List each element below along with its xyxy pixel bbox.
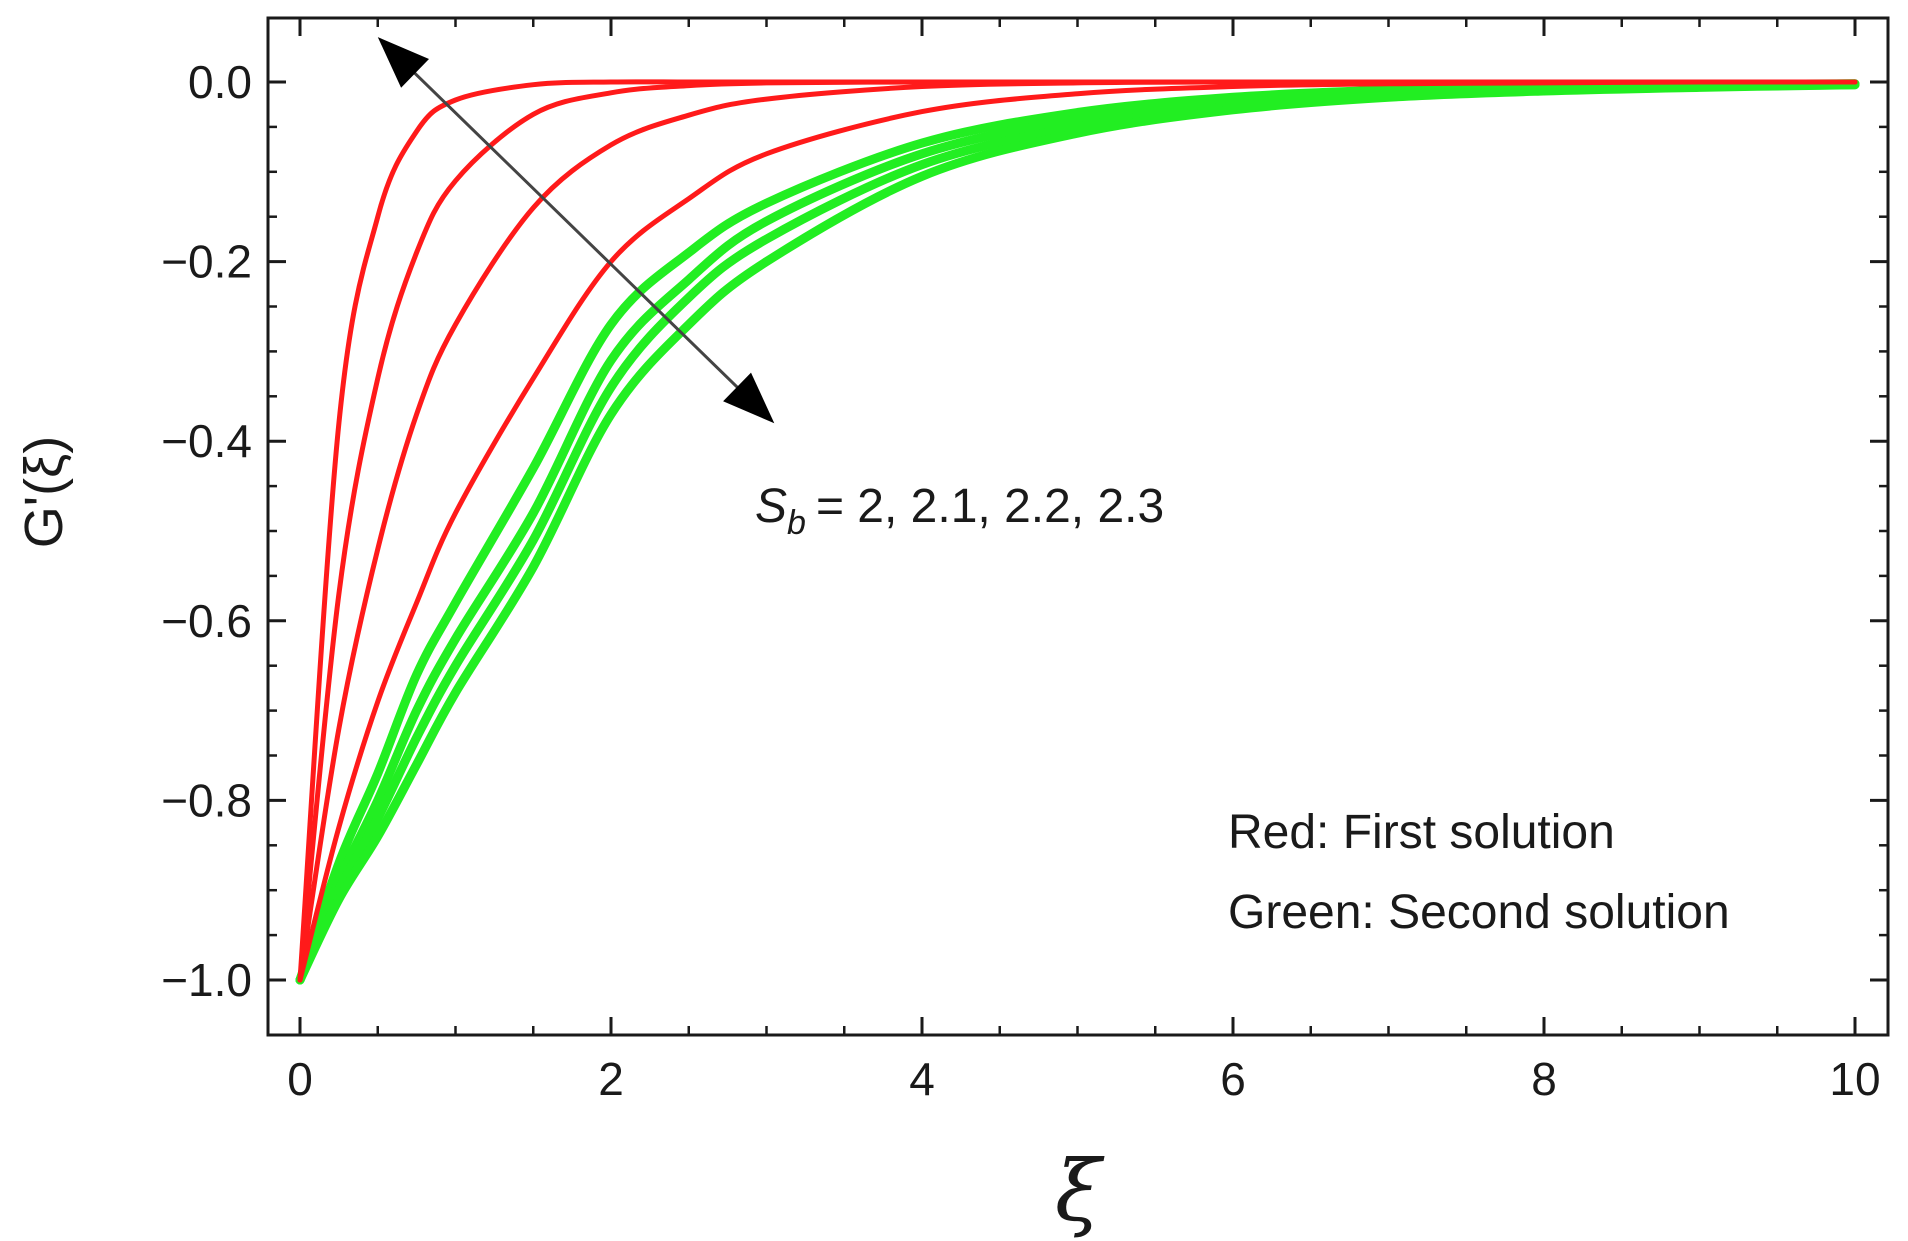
first-solution-curve-4 — [297, 79, 1858, 983]
y-tick-label: 0.0 — [188, 56, 252, 108]
arrow-layer — [377, 37, 775, 424]
y-tick-label: −1.0 — [161, 954, 252, 1006]
x-tick-label: 10 — [1829, 1053, 1880, 1105]
red-solution-note: Red: First solution — [1228, 806, 1615, 859]
y-tick-label: −0.2 — [161, 236, 252, 288]
x-tick-label: 0 — [287, 1053, 313, 1105]
parameter-arrow-head-end — [723, 372, 775, 424]
x-tick-label: 6 — [1220, 1053, 1246, 1105]
ticks-layer: 0 2 4 6 8 10 0.0 −0.2 −0.4 −0.6 −0.8 −1.0 — [161, 18, 1888, 1105]
y-tick-label: −0.6 — [161, 595, 252, 647]
parameter-symbol: S — [755, 480, 787, 533]
x-axis-title: ξ — [1055, 1142, 1105, 1240]
x-tick-label: 2 — [598, 1053, 624, 1105]
x-tick-label: 4 — [909, 1053, 935, 1105]
y-axis-title: G'(ξ) — [14, 436, 74, 548]
parameter-arrow-head-start — [377, 37, 429, 88]
parameter-subscript: b — [787, 504, 806, 542]
green-solution-note: Green: Second solution — [1228, 886, 1730, 939]
y-tick-label: −0.8 — [161, 774, 252, 826]
parameter-annotation: Sb = 2, 2.1, 2.2, 2.3 — [755, 480, 1164, 542]
curves-layer — [295, 79, 1860, 985]
y-tick-label: −0.4 — [161, 415, 252, 467]
x-tick-label: 8 — [1531, 1053, 1557, 1105]
parameter-values: = 2, 2.1, 2.2, 2.3 — [816, 480, 1164, 533]
second-solution-curve-8 — [295, 80, 1860, 985]
parameter-arrow-shaft — [398, 56, 754, 404]
